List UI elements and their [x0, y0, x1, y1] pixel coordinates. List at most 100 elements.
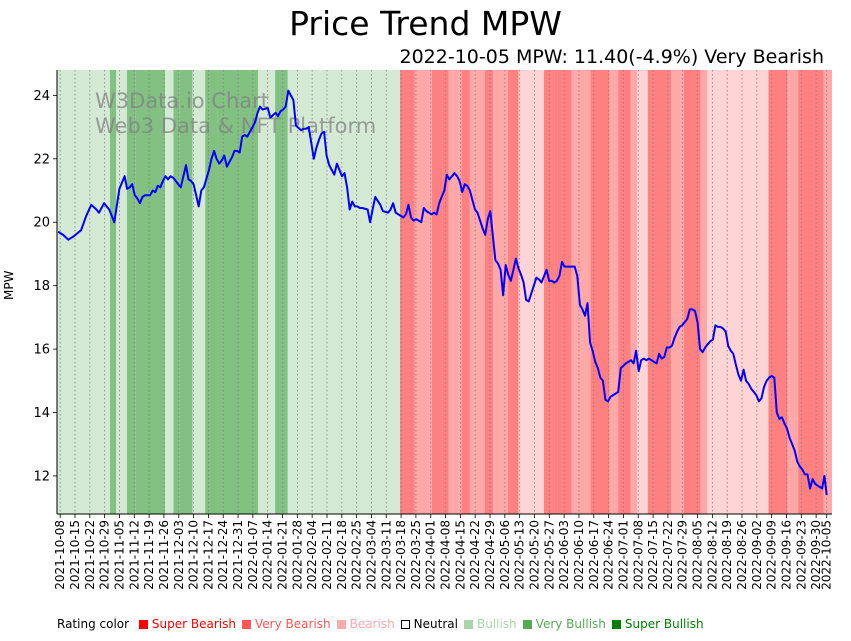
watermark-text: Web3 Data & NFT Platform	[95, 114, 376, 138]
legend-label: Super Bullish	[624, 617, 704, 631]
rating-band	[508, 70, 519, 514]
legend-item: Bearish	[336, 617, 395, 631]
legend-swatch	[463, 620, 473, 629]
rating-band	[414, 70, 432, 514]
rating-band	[484, 70, 494, 514]
x-tick-label: 2022-07-08	[631, 520, 645, 590]
rating-band	[192, 70, 206, 514]
legend-label: Very Bullish	[535, 617, 606, 631]
y-axis-label: MPW	[2, 270, 16, 300]
x-tick-label: 2022-02-25	[350, 520, 364, 590]
x-tick-label: 2022-09-23	[794, 520, 808, 590]
rating-band	[109, 70, 117, 514]
watermark-text: W3Data.io Chart	[95, 89, 269, 113]
legend-label: Super Bearish	[151, 617, 236, 631]
y-tick-label: 20	[33, 216, 50, 231]
legend-item: Super Bearish	[138, 617, 236, 631]
legend-label: Neutral	[413, 617, 458, 631]
rating-band	[400, 70, 415, 514]
y-tick-label: 22	[33, 152, 50, 167]
x-tick-label: 2022-01-14	[261, 520, 275, 590]
legend-swatch	[241, 620, 251, 629]
x-tick-label: 2022-05-20	[527, 520, 541, 590]
rating-band	[258, 70, 276, 514]
x-tick-label: 2022-08-26	[735, 520, 749, 590]
x-tick-label: 2022-03-25	[409, 520, 423, 590]
x-tick-label: 2022-09-02	[750, 520, 764, 590]
rating-band	[798, 70, 824, 514]
x-tick-label: 2022-04-08	[439, 520, 453, 590]
x-tick-label: 2022-02-11	[320, 520, 334, 590]
legend-swatch	[336, 620, 346, 629]
x-tick-label: 2022-07-01	[616, 520, 630, 590]
legend-item: Super Bullish	[611, 617, 704, 631]
rating-band	[116, 70, 127, 514]
x-tick-label: 2022-08-19	[720, 520, 734, 590]
y-tick-label: 12	[33, 469, 50, 484]
x-tick-label: 2022-02-04	[305, 520, 319, 590]
y-tick-label: 24	[33, 89, 50, 104]
x-tick-label: 2022-10-05	[820, 520, 834, 590]
x-tick-label: 2021-10-29	[98, 520, 112, 590]
rating-band	[700, 70, 708, 514]
x-tick-label: 2022-01-28	[290, 520, 304, 590]
rating-band	[618, 70, 631, 514]
x-tick-label: 2022-03-18	[394, 520, 408, 590]
x-tick-label: 2021-10-15	[68, 520, 82, 590]
rating-band	[173, 70, 180, 514]
rating-band	[671, 70, 684, 514]
rating-band	[217, 70, 259, 514]
rating-band	[469, 70, 485, 514]
x-tick-label: 2022-08-12	[705, 520, 719, 590]
rating-band	[135, 70, 165, 514]
x-tick-label: 2022-08-05	[691, 520, 705, 590]
rating-band	[609, 70, 619, 514]
rating-band	[493, 70, 509, 514]
rating-band	[126, 70, 136, 514]
x-tick-label: 2022-07-29	[676, 520, 690, 590]
legend-swatch	[400, 620, 410, 629]
rating-band	[57, 70, 110, 514]
chart-subtitle: 2022-10-05 MPW: 11.40(-4.9%) Very Bearis…	[399, 46, 824, 68]
x-tick-label: 2022-04-15	[453, 520, 467, 590]
x-tick-label: 2021-11-05	[112, 520, 126, 590]
rating-band	[448, 70, 462, 514]
rating-band	[647, 70, 672, 514]
rating-band	[787, 70, 799, 514]
rating-band	[571, 70, 591, 514]
rating-band	[554, 70, 572, 514]
x-tick-label: 2022-04-22	[468, 520, 482, 590]
x-tick-label: 2021-12-31	[231, 520, 245, 590]
rating-legend: Rating color Super Bearish Very Bearish Be…	[57, 617, 710, 631]
legend-swatch	[611, 620, 621, 629]
x-tick-label: 2021-12-10	[187, 520, 201, 590]
x-tick-label: 2022-07-15	[646, 520, 660, 590]
x-tick-label: 2021-12-24	[216, 520, 230, 590]
x-tick-label: 2021-11-26	[157, 520, 171, 590]
legend-title: Rating color	[57, 617, 130, 631]
x-tick-label: 2022-04-29	[483, 520, 497, 590]
legend-item: Very Bullish	[522, 617, 606, 631]
rating-band	[823, 70, 832, 514]
rating-band	[275, 70, 288, 514]
x-tick-label: 2022-09-09	[765, 520, 779, 590]
x-tick-label: 2022-05-06	[498, 520, 512, 590]
rating-band	[630, 70, 638, 514]
x-tick-label: 2021-12-17	[201, 520, 215, 590]
rating-band	[683, 70, 701, 514]
rating-band	[707, 70, 769, 514]
legend-label: Very Bearish	[254, 617, 331, 631]
rating-band	[544, 70, 555, 514]
x-tick-label: 2021-10-08	[53, 520, 67, 590]
x-tick-label: 2022-06-10	[572, 520, 586, 590]
rating-band	[442, 70, 449, 514]
x-tick-label: 2022-02-18	[335, 520, 349, 590]
legend-swatch	[138, 620, 148, 629]
rating-band	[164, 70, 174, 514]
x-tick-label: 2022-06-17	[587, 520, 601, 590]
legend-label: Bearish	[349, 617, 395, 631]
x-tick-label: 2022-05-13	[513, 520, 527, 590]
x-tick-label: 2022-03-04	[364, 520, 378, 590]
x-tick-label: 2022-07-22	[661, 520, 675, 590]
legend-item: Very Bearish	[241, 617, 331, 631]
